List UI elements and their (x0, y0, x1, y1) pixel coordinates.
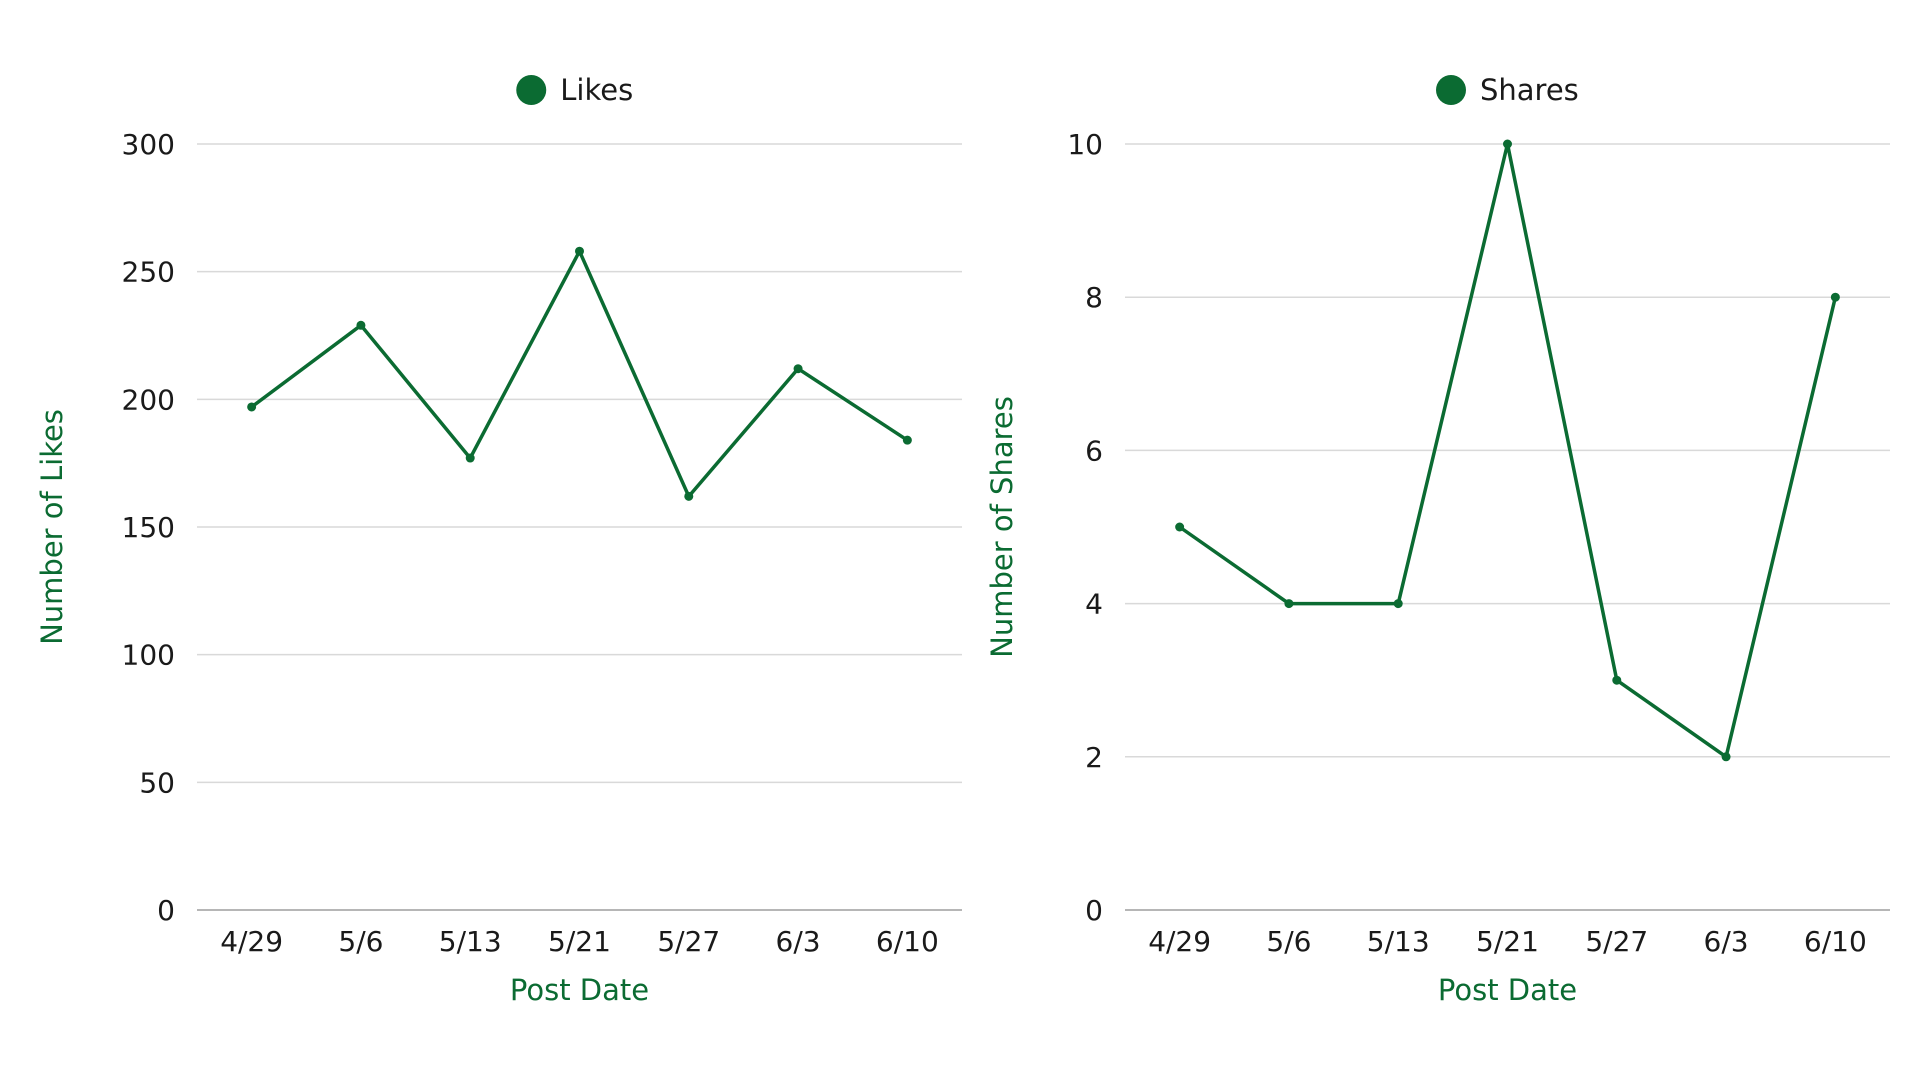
x-tick-label: 4/29 (1148, 925, 1211, 958)
data-point (465, 453, 475, 463)
y-tick-label: 0 (1085, 894, 1103, 927)
data-point (356, 320, 366, 330)
legend-label: Shares (1480, 73, 1579, 107)
y-tick-label: 10 (1067, 128, 1103, 161)
y-tick-label: 250 (122, 256, 175, 289)
y-tick-label: 6 (1085, 434, 1103, 467)
y-tick-label: 2 (1085, 741, 1103, 774)
y-tick-label: 50 (139, 766, 175, 799)
series-line-likes (249, 247, 910, 500)
y-tick-label: 100 (122, 639, 175, 672)
x-tick-label: 5/21 (548, 925, 611, 958)
x-tick-label: 5/27 (657, 925, 720, 958)
y-axis-title: Number of Likes (35, 409, 69, 645)
y-tick-label: 150 (122, 511, 175, 544)
data-point (793, 364, 803, 374)
data-point (1503, 139, 1512, 149)
legend-label: Likes (560, 73, 633, 107)
y-axis-title: Number of Shares (985, 396, 1019, 658)
y-tick-label: 4 (1085, 588, 1103, 621)
chart-panel-2: 0 2 4 6 8 10 4/29 5/6 5/13 5/21 5/27 6/3 6/10 Shares P… (985, 73, 1890, 1007)
x-tick-label: 6/10 (1804, 925, 1867, 958)
y-tick-label: 300 (122, 128, 175, 161)
x-tick-label: 5/21 (1476, 925, 1539, 958)
data-point (1612, 675, 1622, 685)
chart-panel-1: 0 50 100 150 200 250 300 4/29 5/6 5/13 5/21 5/27 6/3… (35, 73, 962, 1007)
data-point (575, 246, 584, 256)
data-point (1830, 292, 1840, 302)
y-tick-label: 8 (1085, 281, 1103, 314)
y-tick-label: 0 (157, 894, 175, 927)
x-tick-label: 6/10 (876, 925, 939, 958)
x-axis-title: Post Date (1438, 973, 1577, 1007)
x-axis-title: Post Date (510, 973, 649, 1007)
x-tick-label: 6/3 (776, 925, 821, 958)
data-point (902, 435, 912, 445)
data-point (1175, 522, 1185, 532)
x-tick-label: 5/13 (439, 925, 502, 958)
y-tick-label: 200 (122, 383, 175, 416)
data-point (684, 491, 694, 501)
legend-marker-icon (516, 75, 547, 105)
x-tick-label: 5/27 (1585, 925, 1648, 958)
data-point (247, 402, 257, 412)
x-tick-label: 5/13 (1367, 925, 1430, 958)
x-tick-label: 4/29 (220, 925, 283, 958)
data-point (1284, 599, 1294, 609)
x-tick-label: 5/6 (338, 925, 383, 958)
data-point (1721, 752, 1731, 762)
x-tick-label: 6/3 (1704, 925, 1749, 958)
x-tick-label: 5/6 (1266, 925, 1311, 958)
legend-marker-icon (1436, 75, 1466, 105)
data-point (1393, 599, 1403, 609)
